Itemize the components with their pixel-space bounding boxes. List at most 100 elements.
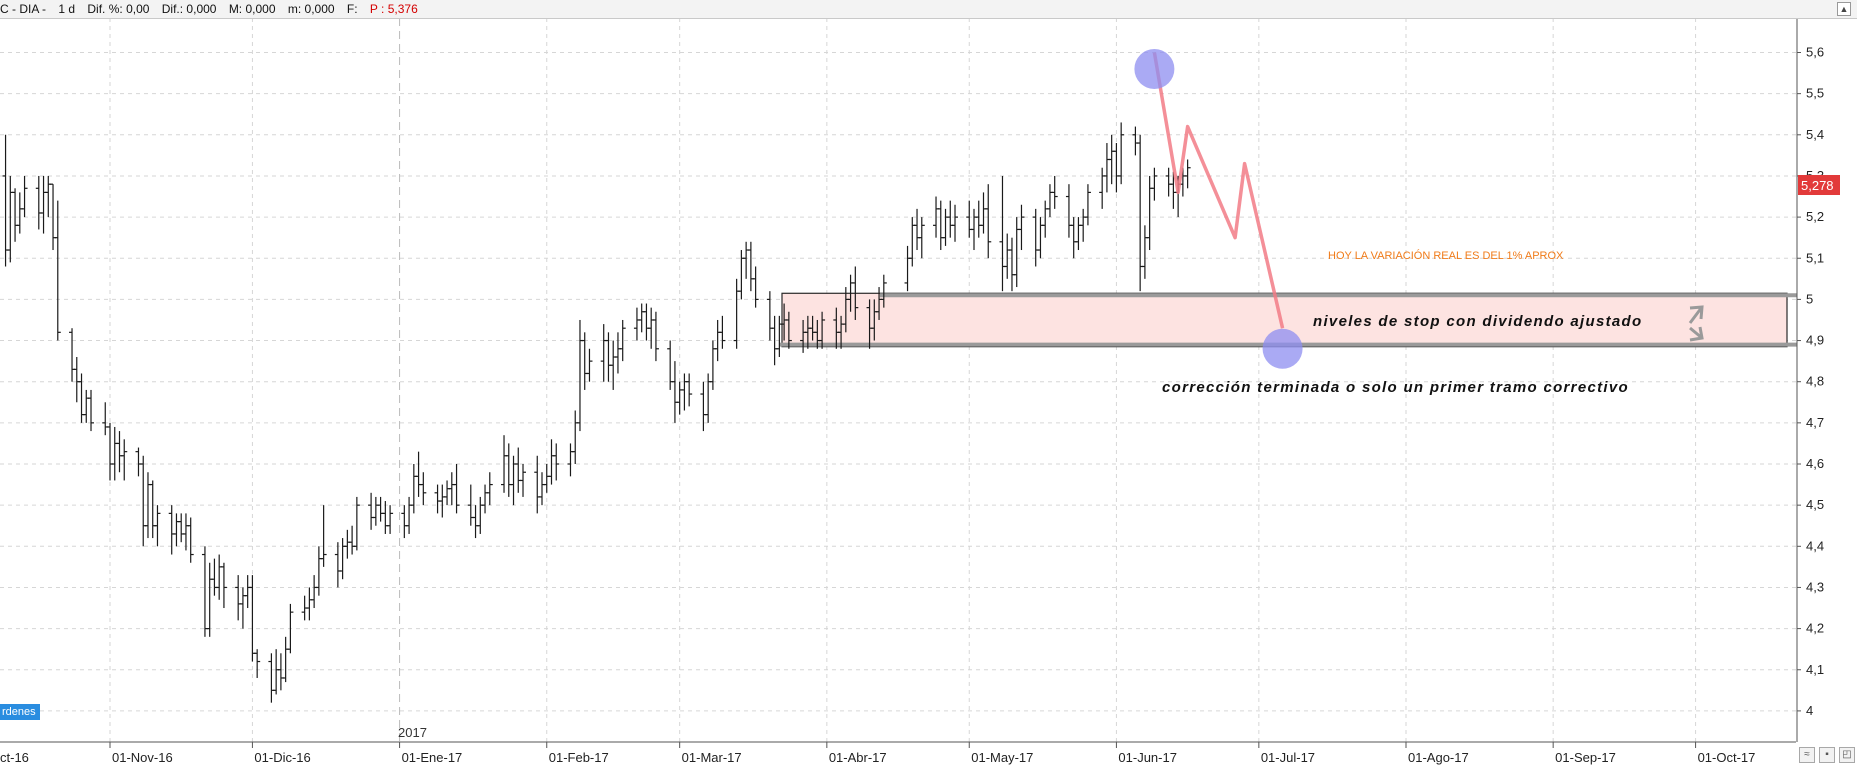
y-tick-label: 4,7 [1806,415,1824,430]
x-tick-label: 01-Nov-16 [112,750,173,765]
ohlc-bar [752,266,759,308]
x-axis-panel [0,742,1857,768]
ohlc-bar [486,472,493,506]
correction-note: corrección terminada o solo un primer tr… [1162,379,1629,396]
ohlc-bar [918,217,925,259]
change-pct-label: Dif. %: 0,00 [87,2,150,16]
y-tick-label: 5,2 [1806,209,1824,224]
save-icon[interactable]: ▪ [1819,747,1835,763]
f-label: F: [346,2,358,16]
marker-circle [1134,48,1175,89]
zoom-icon[interactable]: ≈ [1799,747,1815,763]
x-tick-label: 01-Feb-17 [549,750,609,765]
x-tick-label: 01-Sep-17 [1555,750,1616,765]
symbol-label: C - DIA - [0,2,47,16]
x-tick-label: 01-Ene-17 [402,750,463,765]
orange-note: HOY LA VARIACIÓN REAL ES DEL 1% APROX [1328,249,1564,262]
ohlc-bars [2,122,1191,703]
ohlc-bar [387,505,394,534]
ohlc-bar [586,348,593,382]
ohlc-bar [785,311,792,349]
y-tick-label: 4,6 [1806,456,1824,471]
y-tick-label: 4 [1806,703,1813,718]
ohlc-bar [1051,175,1058,209]
chart-header: C - DIA - 1 d Dif. %: 0,00 Dif.: 0,000 M… [0,0,1857,19]
ohlc-bar [220,562,227,609]
y-axis: 5,65,55,45,35,25,154,94,84,74,64,54,44,3… [1796,18,1857,742]
y-tick-label: 5,1 [1806,250,1824,265]
ohlc-bar [88,389,95,432]
y-tick-label: 4,4 [1806,538,1824,553]
y-tick-label: 4,8 [1806,374,1824,389]
y-tick-label: 5,5 [1806,86,1824,101]
x-tick-label: ct-16 [0,750,29,765]
y-tick-label: 4,5 [1806,497,1824,512]
ohlc-bar [21,175,28,218]
min-label: m: 0,000 [287,2,335,16]
x-axis: ct-16 01-Nov-16 01-Dic-16 01-Ene-17 01-Feb-1… [0,741,1857,768]
y-tick-label: 4,2 [1806,621,1824,636]
ohlc-bar [952,204,959,242]
marker-circle [1262,328,1303,369]
stop-levels-note: niveles de stop con dividendo ajustado [1313,313,1642,330]
ohlc-bar [453,464,460,514]
ohlc-bar [187,517,194,563]
zone-arrows [1688,305,1704,342]
ohlc-bar [553,443,560,481]
y-tick-label: 4,9 [1806,333,1824,348]
price-label: P : 5,376 [369,2,418,16]
ohlc-bar [719,315,726,349]
last-price-label: 5,278 [1801,178,1834,193]
ohlc-bar [320,505,327,567]
ohlc-bar [880,274,887,308]
change-label: Dif.: 0,000 [161,2,217,16]
x-tick-label: 01-Ago-17 [1408,750,1469,765]
y-tick-label: 5,6 [1806,45,1824,60]
ohlc-bar [420,472,427,506]
orders-tab[interactable]: rdenes [0,704,40,720]
y-tick-label: 4,3 [1806,579,1824,594]
year-label: 2017 [398,725,427,740]
trend-line [1152,52,1285,329]
ohlc-bar [1184,159,1191,189]
marker-circles [1134,48,1303,369]
ohlc-bar [154,505,161,547]
grid-lines [0,18,1796,742]
scroll-up-icon[interactable]: ▲ [1837,2,1851,16]
ohlc-bar [985,184,992,259]
ohlc-bar [54,200,61,341]
ohlc-bar [1118,122,1125,185]
ohlc-bar [121,439,128,481]
ohlc-bar [1151,167,1158,201]
x-tick-label: 01-Jul-17 [1261,750,1315,765]
last-price-badge [1798,175,1840,196]
y-tick-label: 5,4 [1806,127,1824,142]
max-label: M: 0,000 [228,2,276,16]
ohlc-bar [686,373,693,407]
x-tick-label: 01-Oct-17 [1698,750,1756,765]
ohlc-bar [1018,204,1025,251]
y-axis-panel [1797,18,1857,742]
y-tick-label: 5 [1806,291,1813,306]
resize-icon[interactable]: ◰ [1839,747,1855,763]
trend-path [1152,52,1285,329]
x-tick-label: 01-Dic-16 [254,750,310,765]
ohlc-bar [852,266,859,320]
ohlc-bar [520,464,527,497]
x-tick-label: 01-May-17 [971,750,1033,765]
ohlc-bar [619,319,626,362]
period-label[interactable]: 1 d [58,2,76,16]
ohlc-bar [652,311,659,362]
x-tick-label: 01-Abr-17 [829,750,887,765]
ohlc-bar [287,603,294,654]
ohlc-bar [1084,184,1091,226]
chart-controls: ≈ ▪ ◰ [1797,744,1857,764]
ohlc-bar [353,496,360,551]
arrow-up-icon [1688,305,1704,324]
ohlc-bar [254,649,261,678]
x-tick-label: 01-Mar-17 [682,750,742,765]
x-tick-label: 01-Jun-17 [1118,750,1177,765]
ohlc-bar [819,311,826,349]
